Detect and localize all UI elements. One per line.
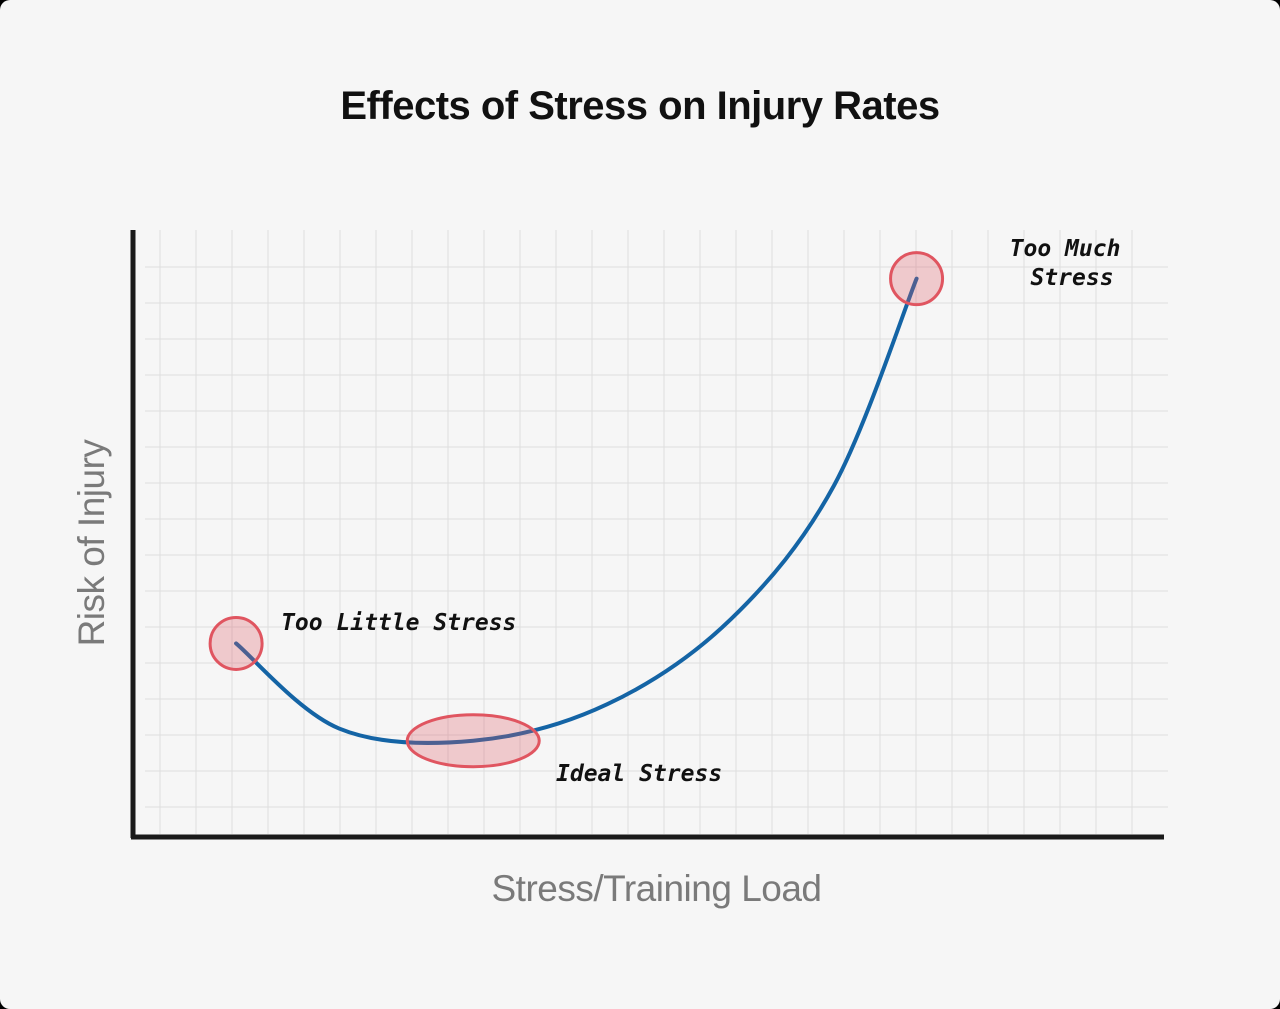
y-axis-label: Risk of Injury xyxy=(71,439,112,647)
chart-title: Effects of Stress on Injury Rates xyxy=(340,84,940,128)
x-axis-label: Stress/Training Load xyxy=(491,868,822,909)
annotation-marker-1 xyxy=(405,713,541,769)
annotation-ideal-stress: Ideal Stress xyxy=(556,761,722,787)
series-line xyxy=(234,276,919,745)
annotation-markers xyxy=(208,251,945,769)
annotation-too-little-stress: Too Little Stress xyxy=(281,610,516,636)
annotation-too-much-stress: Too Much Stress xyxy=(1010,236,1135,291)
grid xyxy=(145,230,1168,834)
annotation-marker-2 xyxy=(889,251,945,307)
annotation-labels: Too Little Stress Ideal Stress Too Much … xyxy=(281,236,1135,787)
annotation-marker-0 xyxy=(208,615,264,671)
